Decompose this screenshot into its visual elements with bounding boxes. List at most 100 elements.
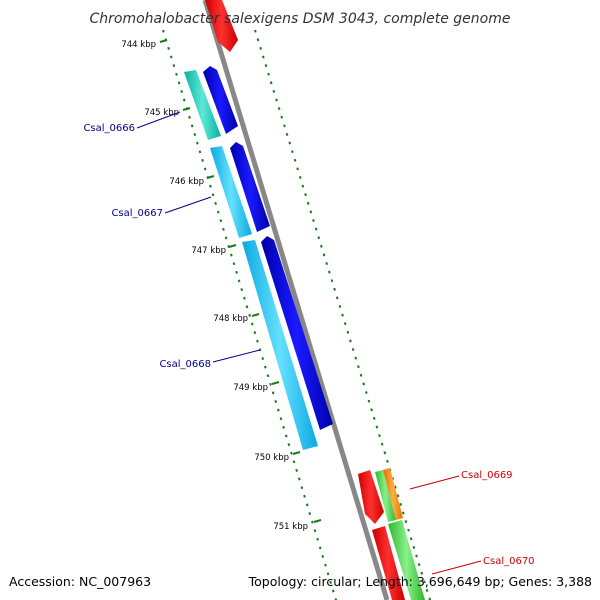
- tick-label: 748 kbp: [213, 314, 248, 324]
- ruler-dot: [338, 304, 342, 309]
- ruler-dot: [264, 64, 268, 68]
- ruler-dot: [288, 141, 292, 145]
- tick-label: 744 kbp: [121, 40, 156, 50]
- ruler-dot: [196, 141, 199, 145]
- ruler-dot: [272, 89, 276, 93]
- gene-feature-cyan-1[interactable]: [210, 146, 252, 238]
- ruler-dot: [317, 236, 321, 240]
- ruler-major-tick: [206, 175, 215, 179]
- gene-feature-red-1[interactable]: [358, 470, 384, 524]
- ruler-major-tick: [271, 381, 280, 385]
- ruler-major-tick: [228, 244, 237, 248]
- ruler-dot: [303, 494, 306, 498]
- ruler-dot: [275, 98, 278, 102]
- gene-feature-red-2[interactable]: [372, 526, 405, 600]
- ruler-dot: [261, 356, 265, 361]
- ruler-dot: [423, 580, 426, 584]
- ruler-dot: [304, 193, 307, 197]
- ruler-major-tick: [292, 451, 301, 455]
- tick-label: 751 kbp: [273, 522, 308, 532]
- ruler-major-tick: [182, 107, 191, 111]
- ruler-dot: [325, 261, 329, 266]
- ruler-dot: [326, 572, 330, 576]
- ruler-dot: [314, 227, 318, 231]
- ruler-dot: [335, 296, 339, 300]
- ruler-dot: [324, 563, 327, 567]
- ruler-dot: [394, 485, 397, 489]
- ruler-dot: [370, 408, 373, 412]
- ruler-dot: [227, 244, 231, 249]
- gene-label[interactable]: Csal_0670: [483, 556, 535, 567]
- gene-label[interactable]: Csal_0669: [461, 470, 513, 481]
- ruler-dot: [415, 554, 418, 558]
- ruler-dot: [177, 81, 181, 85]
- ruler-dot: [399, 502, 402, 506]
- ruler-dot: [175, 72, 178, 76]
- tick-label: 745 kbp: [144, 108, 179, 118]
- ruler-dot: [372, 416, 376, 420]
- gene-feature-cyan-2[interactable]: [242, 240, 318, 450]
- tick-label: 747 kbp: [191, 246, 226, 256]
- ruler-dot: [305, 503, 309, 507]
- ruler-dot: [296, 167, 299, 171]
- tick-label: 749 kbp: [233, 383, 268, 393]
- ruler-dot: [240, 288, 244, 292]
- ruler-dot: [269, 382, 272, 386]
- ruler-dot: [401, 511, 405, 515]
- gene-label[interactable]: Csal_0668: [159, 359, 211, 370]
- ruler-dot: [267, 72, 270, 76]
- ruler-dot: [293, 158, 297, 162]
- ruler-dot: [224, 236, 228, 240]
- ruler-dot: [412, 545, 416, 549]
- ruler-dot: [329, 580, 332, 584]
- ruler-dot: [248, 313, 251, 317]
- gene-feature-blue-2[interactable]: [230, 142, 270, 232]
- gene-feature-orange[interactable]: [383, 468, 403, 520]
- ruler-dot: [292, 460, 296, 464]
- gene-feature-blue-3[interactable]: [261, 236, 333, 430]
- ruler-dot: [328, 270, 331, 274]
- ruler-dot: [367, 399, 371, 403]
- gene-features: [184, 0, 425, 600]
- ruler-dot: [308, 512, 312, 515]
- ruler-dot: [182, 98, 186, 102]
- gene-feature-green-2[interactable]: [388, 520, 425, 600]
- ruler-dot: [232, 262, 236, 266]
- gene-label[interactable]: Csal_0666: [83, 123, 135, 134]
- gene-feature-red-top[interactable]: [205, 0, 238, 52]
- ruler-dot: [312, 219, 315, 222]
- ruler-dot: [274, 400, 278, 403]
- gene-label-leaders: [136, 111, 482, 575]
- ruler-dot: [322, 253, 326, 257]
- ruler-dot: [237, 279, 241, 283]
- tick-label: 746 kbp: [169, 177, 204, 187]
- gene-label[interactable]: Csal_0667: [111, 208, 163, 219]
- ruler-major-tick: [251, 313, 260, 317]
- ruler-dot: [311, 520, 314, 524]
- ruler-tick-labels: 744 kbp 745 kbp 746 kbp 747 kbp 748 kbp …: [121, 40, 308, 532]
- ruler-dot: [243, 296, 246, 300]
- ruler-dot: [190, 124, 194, 128]
- ruler-dot: [162, 29, 165, 33]
- ruler-dot: [331, 589, 335, 593]
- ruler-dot: [290, 451, 293, 455]
- ruler-dot: [180, 90, 183, 93]
- ruler-dot: [253, 331, 257, 335]
- ruler-dot: [318, 546, 322, 550]
- ruler-dot: [282, 425, 285, 429]
- ruler-dot: [343, 322, 347, 326]
- ruler-dot: [203, 167, 207, 171]
- ruler-dot: [280, 115, 284, 119]
- ruler-dot: [279, 417, 283, 421]
- gene-feature-teal[interactable]: [184, 70, 221, 140]
- ruler-dot: [313, 529, 317, 533]
- ruler-dot: [167, 46, 170, 50]
- ruler-dot: [277, 408, 280, 412]
- ruler-dot: [222, 227, 225, 231]
- ruler-dot: [263, 365, 267, 369]
- ruler-dot: [300, 486, 304, 490]
- gene-feature-blue-1[interactable]: [203, 66, 238, 134]
- ruler-dot: [258, 348, 262, 352]
- gene-feature-green-1[interactable]: [375, 470, 396, 522]
